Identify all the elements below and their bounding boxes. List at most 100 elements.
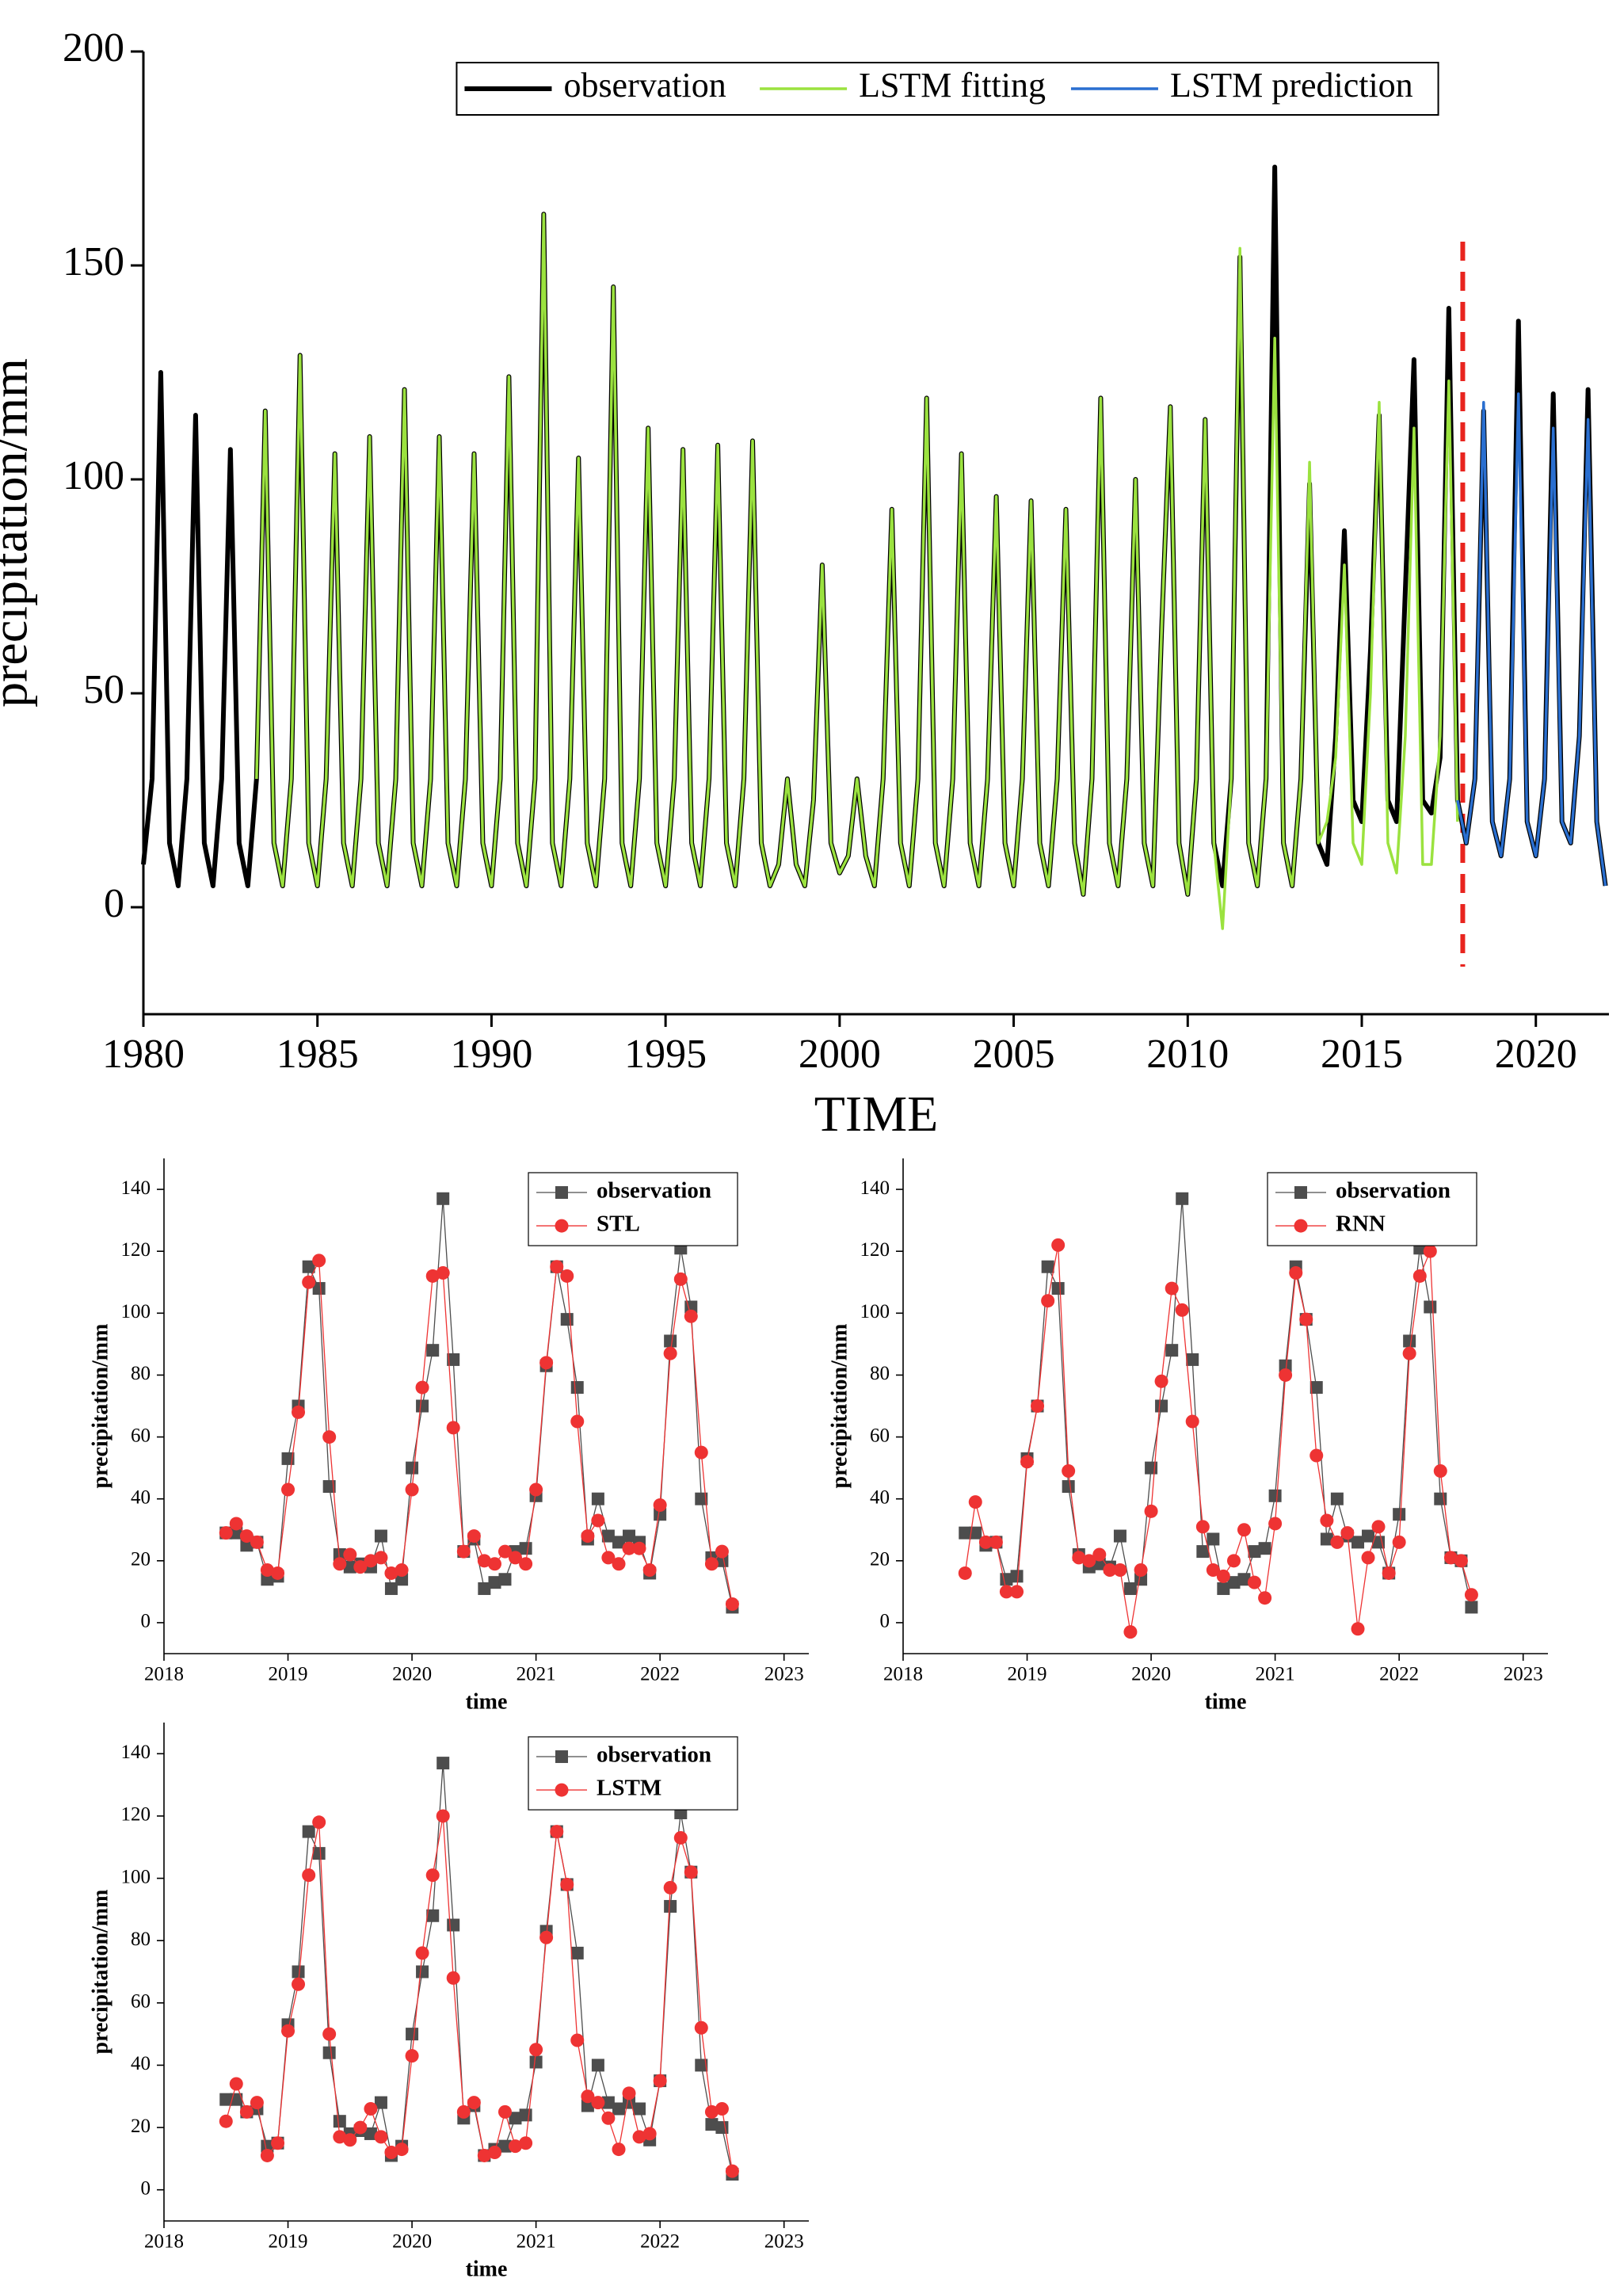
marker xyxy=(467,2096,481,2110)
marker xyxy=(632,1541,646,1555)
legend-label: observation xyxy=(1336,1178,1451,1204)
marker xyxy=(622,2086,636,2101)
marker xyxy=(1248,1545,1261,1559)
y-tick-label: 100 xyxy=(63,453,124,498)
marker xyxy=(519,2136,533,2150)
marker xyxy=(695,1492,708,1505)
marker xyxy=(1464,1588,1478,1602)
x-tick-label: 2023 xyxy=(764,1663,804,1685)
marker xyxy=(271,2136,285,2150)
marker xyxy=(333,2115,346,2128)
y-tick-label: 140 xyxy=(121,1177,151,1199)
x-axis-label: time xyxy=(466,2257,508,2278)
marker xyxy=(322,1480,336,1494)
y-tick-label: 120 xyxy=(860,1239,890,1261)
legend-marker xyxy=(555,1219,569,1233)
marker xyxy=(240,1539,254,1552)
marker xyxy=(539,1356,554,1370)
marker xyxy=(654,1508,667,1521)
marker xyxy=(1258,1591,1272,1605)
legend-label: LSTM xyxy=(597,1776,661,1801)
marker xyxy=(292,1977,306,1991)
marker xyxy=(395,1563,409,1578)
marker xyxy=(436,1192,450,1205)
x-tick-label: 2020 xyxy=(392,1663,432,1685)
marker xyxy=(219,2114,233,2128)
marker xyxy=(1031,1399,1045,1413)
marker xyxy=(1195,1520,1210,1534)
marker xyxy=(416,1965,429,1978)
legend-label: LSTM fitting xyxy=(859,66,1046,105)
marker xyxy=(673,1272,688,1286)
marker xyxy=(1423,1244,1437,1258)
marker xyxy=(333,1548,346,1561)
marker xyxy=(529,1482,543,1497)
marker xyxy=(261,2139,274,2153)
x-tick-label: 1990 xyxy=(450,1032,532,1077)
marker xyxy=(1217,1582,1230,1595)
marker xyxy=(550,1825,564,1839)
marker xyxy=(1041,1260,1054,1273)
marker xyxy=(478,1582,491,1595)
marker xyxy=(519,1557,533,1571)
marker xyxy=(570,1946,584,1959)
marker xyxy=(395,2143,409,2157)
marker xyxy=(1155,1399,1168,1413)
marker xyxy=(374,1529,387,1543)
x-tick-label: 2010 xyxy=(1146,1032,1229,1077)
marker xyxy=(416,1399,429,1413)
marker xyxy=(1196,1545,1210,1559)
marker xyxy=(1382,1566,1396,1580)
marker xyxy=(1279,1359,1292,1372)
x-tick-label: 2018 xyxy=(144,2230,184,2252)
legend-box xyxy=(1267,1172,1477,1246)
y-axis-label: precipitation/mm xyxy=(0,358,37,708)
marker xyxy=(1434,1492,1447,1505)
marker xyxy=(260,1563,274,1578)
marker xyxy=(1144,1504,1158,1518)
marker xyxy=(725,2164,739,2178)
marker xyxy=(1443,1551,1458,1565)
y-tick-label: 100 xyxy=(121,1301,151,1322)
legend-box xyxy=(528,1172,738,1246)
legend-box xyxy=(456,62,1439,116)
marker xyxy=(1154,1374,1168,1388)
marker xyxy=(302,1868,316,1883)
marker xyxy=(601,2111,616,2125)
marker xyxy=(1051,1282,1065,1295)
marker xyxy=(1433,1464,1447,1479)
marker xyxy=(1041,1294,1055,1308)
marker xyxy=(642,2127,657,2141)
marker xyxy=(519,2108,532,2122)
marker xyxy=(715,1544,729,1559)
x-tick-label: 2005 xyxy=(973,1032,1055,1077)
marker xyxy=(581,2089,595,2104)
legend-marker xyxy=(1294,1186,1307,1200)
marker xyxy=(1082,1554,1096,1568)
marker xyxy=(664,1334,677,1348)
marker xyxy=(1134,1563,1148,1578)
marker xyxy=(1340,1526,1355,1540)
legend-marker xyxy=(555,1750,568,1764)
marker xyxy=(1072,1551,1086,1565)
marker xyxy=(260,2148,274,2162)
y-tick-label: 150 xyxy=(63,239,124,284)
marker xyxy=(467,1529,481,1543)
marker xyxy=(622,1541,636,1555)
marker xyxy=(694,1445,708,1460)
legend-label: RNN xyxy=(1336,1211,1386,1237)
marker xyxy=(612,2102,626,2116)
marker xyxy=(436,1809,450,1823)
marker xyxy=(1393,1508,1406,1521)
marker xyxy=(529,2055,543,2069)
marker xyxy=(591,2059,604,2072)
marker xyxy=(1402,1346,1416,1360)
marker xyxy=(281,2024,295,2038)
marker xyxy=(219,2093,233,2106)
marker xyxy=(715,1554,729,1567)
marker xyxy=(1010,1585,1024,1599)
marker xyxy=(456,2104,471,2119)
marker xyxy=(959,1526,972,1540)
marker xyxy=(1289,1266,1303,1280)
